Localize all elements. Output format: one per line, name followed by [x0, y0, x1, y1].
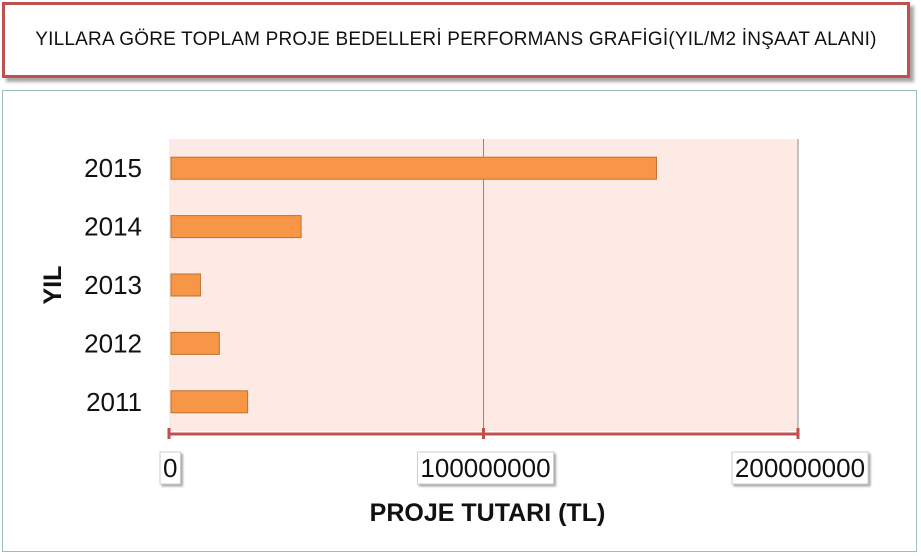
- bar-chart: 2011 2012 2013 2014 2015 0 100000000 200000000…: [39, 139, 869, 527]
- grid-lines: [483, 139, 799, 431]
- chart-panel: 2011 2012 2013 2014 2015 0 100000000 200000000…: [2, 90, 917, 552]
- bar-2014: [170, 215, 302, 239]
- y-tick-label: 2012: [84, 328, 142, 358]
- x-axis: [167, 428, 800, 439]
- x-tick-labels: 0 100000000 200000000: [159, 451, 869, 485]
- x-tick-group: 200000000: [731, 451, 869, 485]
- y-tick-label: 2015: [84, 153, 142, 183]
- x-tick-group: 0: [159, 451, 181, 485]
- bars: [170, 156, 657, 414]
- x-tick-label-frame: [159, 451, 181, 485]
- x-tick-group: 100000000: [416, 451, 555, 485]
- y-tick-labels: 2011 2012 2013 2014 2015: [84, 153, 142, 417]
- y-tick-label: 2014: [84, 212, 142, 242]
- bar-2015: [170, 156, 657, 180]
- bar-2013: [170, 273, 201, 297]
- x-tick-label: 0: [163, 453, 177, 483]
- bar-2012: [170, 331, 220, 355]
- x-tick-label: 200000000: [735, 453, 865, 483]
- x-tick-label-frame: [731, 451, 869, 485]
- chart-title: YILLARA GÖRE TOPLAM PROJE BEDELLERİ PERF…: [35, 29, 877, 50]
- x-tick-label-frame: [416, 451, 555, 485]
- chart-title-box: YILLARA GÖRE TOPLAM PROJE BEDELLERİ PERF…: [2, 2, 910, 78]
- bar-2011: [170, 390, 249, 414]
- x-axis-title: PROJE TUTARI (TL): [370, 499, 606, 527]
- y-tick-label: 2011: [86, 387, 142, 417]
- y-axis-title: YIL: [39, 266, 67, 305]
- y-tick-label: 2013: [84, 270, 142, 300]
- x-tick-label: 100000000: [420, 453, 550, 483]
